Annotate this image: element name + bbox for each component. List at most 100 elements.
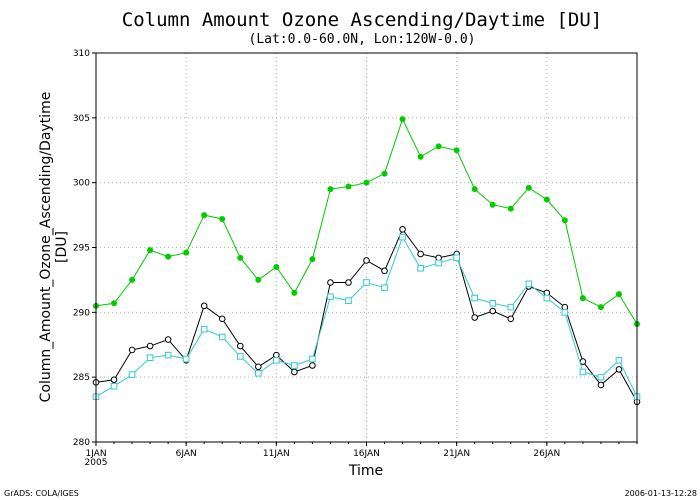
data-point	[597, 373, 605, 381]
data-point	[255, 276, 262, 283]
data-point	[507, 205, 514, 212]
data-point	[309, 256, 316, 263]
y-tick-label: 295	[73, 244, 90, 254]
footer-timestamp: 2006-01-13-12:28	[625, 489, 697, 498]
data-point	[327, 186, 334, 193]
y-tick-label: 305	[73, 114, 90, 124]
chart-subtitle: (Lat:0.0-60.0N, Lon:120W-0.0)	[249, 32, 476, 47]
data-point	[453, 147, 460, 154]
chart-title: Column Amount Ozone Ascending/Daytime [D…	[122, 9, 602, 31]
data-point	[164, 351, 172, 359]
data-point	[273, 357, 280, 364]
data-point	[201, 212, 208, 219]
data-point	[453, 254, 460, 262]
y-axis-unit: [DU]	[54, 231, 70, 263]
data-point	[129, 276, 136, 283]
data-point	[345, 279, 352, 286]
data-point	[399, 116, 406, 123]
x-tick-label: 21JAN	[443, 449, 470, 459]
data-point	[381, 267, 388, 275]
data-point	[435, 259, 442, 267]
data-point	[597, 381, 605, 389]
x-tick-label: 16JAN	[353, 449, 380, 459]
data-point	[236, 342, 244, 350]
data-point	[345, 297, 352, 304]
data-point	[363, 279, 370, 286]
x-tick-label: 11JAN	[263, 449, 290, 459]
data-point	[471, 186, 478, 193]
y-tick-label: 285	[73, 373, 90, 383]
data-point	[435, 143, 442, 150]
data-point	[218, 315, 226, 323]
data-point	[525, 184, 532, 191]
data-point	[327, 279, 334, 286]
data-point	[507, 315, 515, 323]
data-point	[110, 376, 118, 384]
data-point	[110, 382, 118, 390]
data-point	[183, 249, 190, 256]
x-axis-ticks: 1JAN 6JAN 11JAN 16JAN 21JAN 26JAN	[85, 442, 638, 459]
data-point	[471, 314, 479, 321]
data-point	[525, 280, 533, 288]
data-point	[146, 342, 154, 350]
y-tick-label: 310	[73, 49, 90, 59]
data-point	[417, 153, 424, 160]
data-point	[254, 363, 262, 371]
data-point	[417, 250, 424, 258]
footer-credit: GrADS: COLA/IGES	[4, 489, 79, 498]
data-point	[543, 294, 551, 302]
data-point	[128, 346, 136, 354]
data-point	[561, 309, 569, 316]
y-axis-label: Column_Amount_Ozone_Ascending/Daytime	[38, 92, 54, 403]
data-point	[489, 201, 496, 208]
data-point	[219, 215, 226, 222]
data-point	[579, 368, 587, 376]
data-point	[218, 333, 226, 341]
x-year-label: 2005	[85, 458, 108, 468]
x-tick-label: 26JAN	[533, 449, 560, 459]
y-axis-ticks: 280 285 290 295 300 305 310	[73, 49, 96, 448]
data-point	[579, 358, 587, 365]
data-point	[200, 302, 208, 310]
data-point	[381, 284, 388, 291]
x-axis-label: Time	[348, 463, 383, 479]
data-point	[291, 368, 298, 376]
x-tick-label: 1JAN	[85, 449, 106, 459]
data-point	[381, 170, 388, 177]
y-tick-label: 290	[73, 308, 90, 318]
data-point	[597, 304, 604, 311]
data-point	[543, 196, 550, 203]
data-point	[291, 289, 298, 296]
data-point	[615, 291, 622, 298]
series-line	[95, 228, 638, 403]
data-point	[615, 357, 623, 364]
x-tick-label: 6JAN	[176, 449, 197, 459]
data-point	[237, 254, 244, 261]
data-point	[471, 294, 478, 302]
data-point	[111, 300, 118, 307]
data-point	[327, 293, 334, 301]
data-point	[507, 303, 515, 311]
data-point	[489, 299, 497, 307]
data-point	[309, 362, 316, 369]
data-point	[489, 307, 497, 315]
data-point	[147, 247, 154, 254]
data-point	[309, 355, 316, 363]
data-point	[399, 226, 406, 233]
y-tick-label: 300	[73, 179, 90, 189]
data-point	[236, 353, 244, 360]
data-point	[561, 217, 568, 224]
y-tick-label: 280	[73, 438, 90, 448]
series-2	[92, 233, 641, 400]
data-point	[579, 295, 586, 302]
data-point	[182, 355, 190, 363]
data-point	[345, 183, 352, 190]
series-0	[93, 116, 640, 328]
data-point	[615, 366, 623, 373]
grid-lines	[96, 53, 637, 442]
plot-frame	[95, 52, 638, 443]
data-point	[273, 263, 280, 270]
data-point	[165, 253, 172, 260]
data-point	[255, 369, 262, 377]
